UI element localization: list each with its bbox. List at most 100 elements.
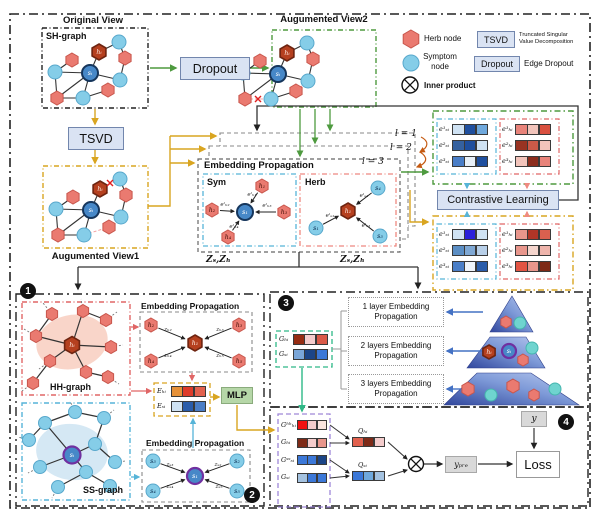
embedding-cell — [515, 124, 528, 135]
dropout-box: Dropout — [180, 57, 250, 80]
layer2-propagation-line1: 2 layers Embedding — [360, 341, 432, 350]
embedding-cell — [452, 261, 465, 272]
embedding-cell — [304, 334, 317, 345]
vector-label: Gₕᵢ — [281, 438, 291, 447]
vector-label: e¹ₛᵢ — [439, 230, 449, 239]
embedding-cell — [452, 156, 465, 167]
embedding-vector-row: e²ₕᵢ — [502, 140, 552, 151]
layer1-propagation-box: 1 layer Embedding Propagation — [348, 297, 444, 327]
vector-label: Qₛᵢ — [358, 461, 367, 469]
embedding-cell — [538, 229, 552, 240]
vector-label: Gₕᵢ — [279, 335, 289, 344]
embedding-cell — [293, 334, 305, 345]
embedding-cell — [515, 156, 528, 167]
embedding-vector-row — [352, 471, 386, 481]
embedding-cell — [526, 140, 540, 151]
embedding-cell — [452, 245, 465, 256]
layer3-propagation-box: 3 layers Embedding Propagation — [348, 374, 444, 404]
embedding-cell — [538, 140, 552, 151]
embedding-cell — [526, 245, 540, 256]
embedding-cell — [526, 229, 540, 240]
sym-label: Sym — [207, 177, 227, 187]
vector-label: e²ₛᵢ — [439, 246, 449, 255]
vector-label: Gʰʰₕᵢ — [281, 420, 296, 429]
embedding-cell — [352, 471, 364, 481]
embedding-cell — [526, 156, 540, 167]
q-herb-embedding: Qₕᵢ — [352, 427, 386, 447]
sh-graph-label: SH-graph — [46, 31, 87, 41]
vector-label: Gˢˢₛᵢ — [281, 455, 295, 464]
embedding-vector-row — [352, 437, 386, 447]
embedding-cell — [316, 437, 328, 448]
embedding-cell — [315, 349, 328, 360]
layer2-label: l = 2 — [390, 143, 412, 153]
vector-label: e³ₕᵢ — [502, 157, 513, 166]
view2-herb-embeddings: e¹ₕᵢ e²ₕᵢ e³ₕᵢ — [502, 124, 552, 172]
legend-herb-label: Herb node — [424, 34, 462, 43]
z-output-left-label: Zₛ,Zₕ — [206, 255, 231, 265]
legend-dropout-desc: Edge Dropout — [524, 59, 574, 68]
embedding-cell — [373, 471, 386, 481]
layer1-propagation-line2: Propagation — [374, 312, 418, 321]
embedding-vector-row: e³ₕᵢ — [502, 156, 552, 167]
contrastive-learning-box: Contrastive Learning — [437, 190, 559, 210]
embedding-cell — [526, 124, 540, 135]
embedding-cell — [538, 156, 552, 167]
embedding-cell — [475, 124, 489, 135]
herb-label: Herb — [305, 177, 326, 187]
embedding-cell — [182, 386, 195, 397]
layer2-propagation-line2: Propagation — [374, 351, 418, 360]
embedding-vector-row: e³ₛᵢ — [439, 261, 489, 272]
embedding-cell — [362, 437, 375, 447]
embedding-cell — [515, 245, 528, 256]
original-view-label: Original View — [62, 15, 123, 26]
embedding-cell — [538, 245, 552, 256]
vector-label: Qₕᵢ — [358, 427, 368, 435]
legend-tsvd-desc-2: Value Decomposition — [519, 39, 574, 45]
embedding-vector-row: e¹ₛᵢ — [439, 124, 489, 135]
embedding-cell — [182, 400, 195, 412]
embedding-cell — [293, 349, 305, 360]
loss-box: Loss — [516, 451, 560, 478]
augmented-view2-label: Augumented View2 — [280, 14, 368, 25]
view1-herb-embeddings: e¹ₕᵢ e²ₕᵢ e³ₕᵢ — [502, 229, 552, 277]
embedding-cell — [452, 229, 465, 240]
vector-label: e²ₕᵢ — [502, 246, 513, 255]
embedding-cell — [463, 261, 477, 272]
embedding-cell — [463, 245, 477, 256]
layer3-label: l = 3 — [362, 157, 384, 167]
embedding-cell — [316, 472, 328, 483]
vector-label: Eₛᵢ — [157, 401, 166, 410]
embedding-cell — [463, 140, 477, 151]
legend-tsvd-box: TSVD — [477, 31, 515, 48]
hh-propagation-title: Embedding Propagation — [141, 301, 240, 311]
mlp-box: MLP — [221, 387, 253, 404]
vector-label: e²ₛᵢ — [439, 141, 449, 150]
embedding-cell — [315, 334, 328, 345]
embedding-vector-row: e³ₕᵢ — [502, 261, 552, 272]
embedding-cell — [515, 140, 528, 151]
augmented-view1-label: Augumented View1 — [51, 251, 140, 262]
embedding-vector-row: e³ₛᵢ — [439, 156, 489, 167]
embedding-cell — [526, 261, 540, 272]
embedding-cell — [193, 400, 206, 412]
embedding-cell — [193, 386, 206, 397]
layer3-propagation-line2: Propagation — [374, 389, 418, 398]
y-true-box: y — [521, 411, 547, 427]
vector-label: e³ₛᵢ — [439, 157, 449, 166]
fused-embeddings: Eₕᵢ Eₛᵢ — [157, 386, 206, 415]
badge-1: 1 — [20, 283, 36, 299]
legend-dropout-box: Dropout — [474, 56, 520, 72]
layerwise-embeddings: Gₕᵢ Gₛᵢ — [279, 334, 328, 364]
legend-symptom-label-2: node — [431, 62, 449, 71]
embedding-vector-row: e¹ₕᵢ — [502, 124, 552, 135]
q-sym-embedding: Qₛᵢ — [352, 461, 386, 481]
embedding-cell — [452, 140, 465, 151]
layer3-propagation-line1: 3 layers Embedding — [360, 379, 432, 388]
vector-label: Gₛᵢ — [279, 350, 288, 359]
legend-symptom-label-1: Symptom — [423, 52, 457, 61]
view2-sym-embeddings: e¹ₛᵢ e²ₛᵢ e³ₛᵢ — [439, 124, 489, 172]
embedding-vector-row: Gₛᵢ — [281, 472, 328, 483]
layer1-propagation-line1: 1 layer Embedding — [362, 302, 430, 311]
embedding-vector-row: Gₕᵢ — [279, 334, 328, 345]
